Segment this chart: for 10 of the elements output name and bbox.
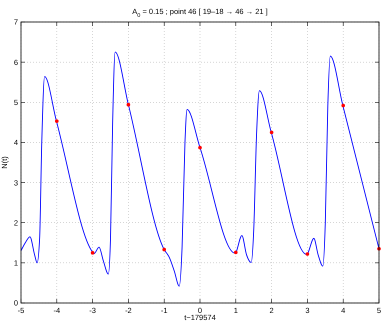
point	[306, 252, 310, 256]
line-series	[20, 52, 380, 287]
point	[126, 102, 130, 106]
point	[341, 104, 345, 108]
point	[270, 130, 274, 134]
point	[162, 248, 166, 252]
point	[234, 250, 238, 254]
point	[90, 251, 94, 255]
point	[55, 119, 59, 123]
point	[198, 146, 202, 150]
